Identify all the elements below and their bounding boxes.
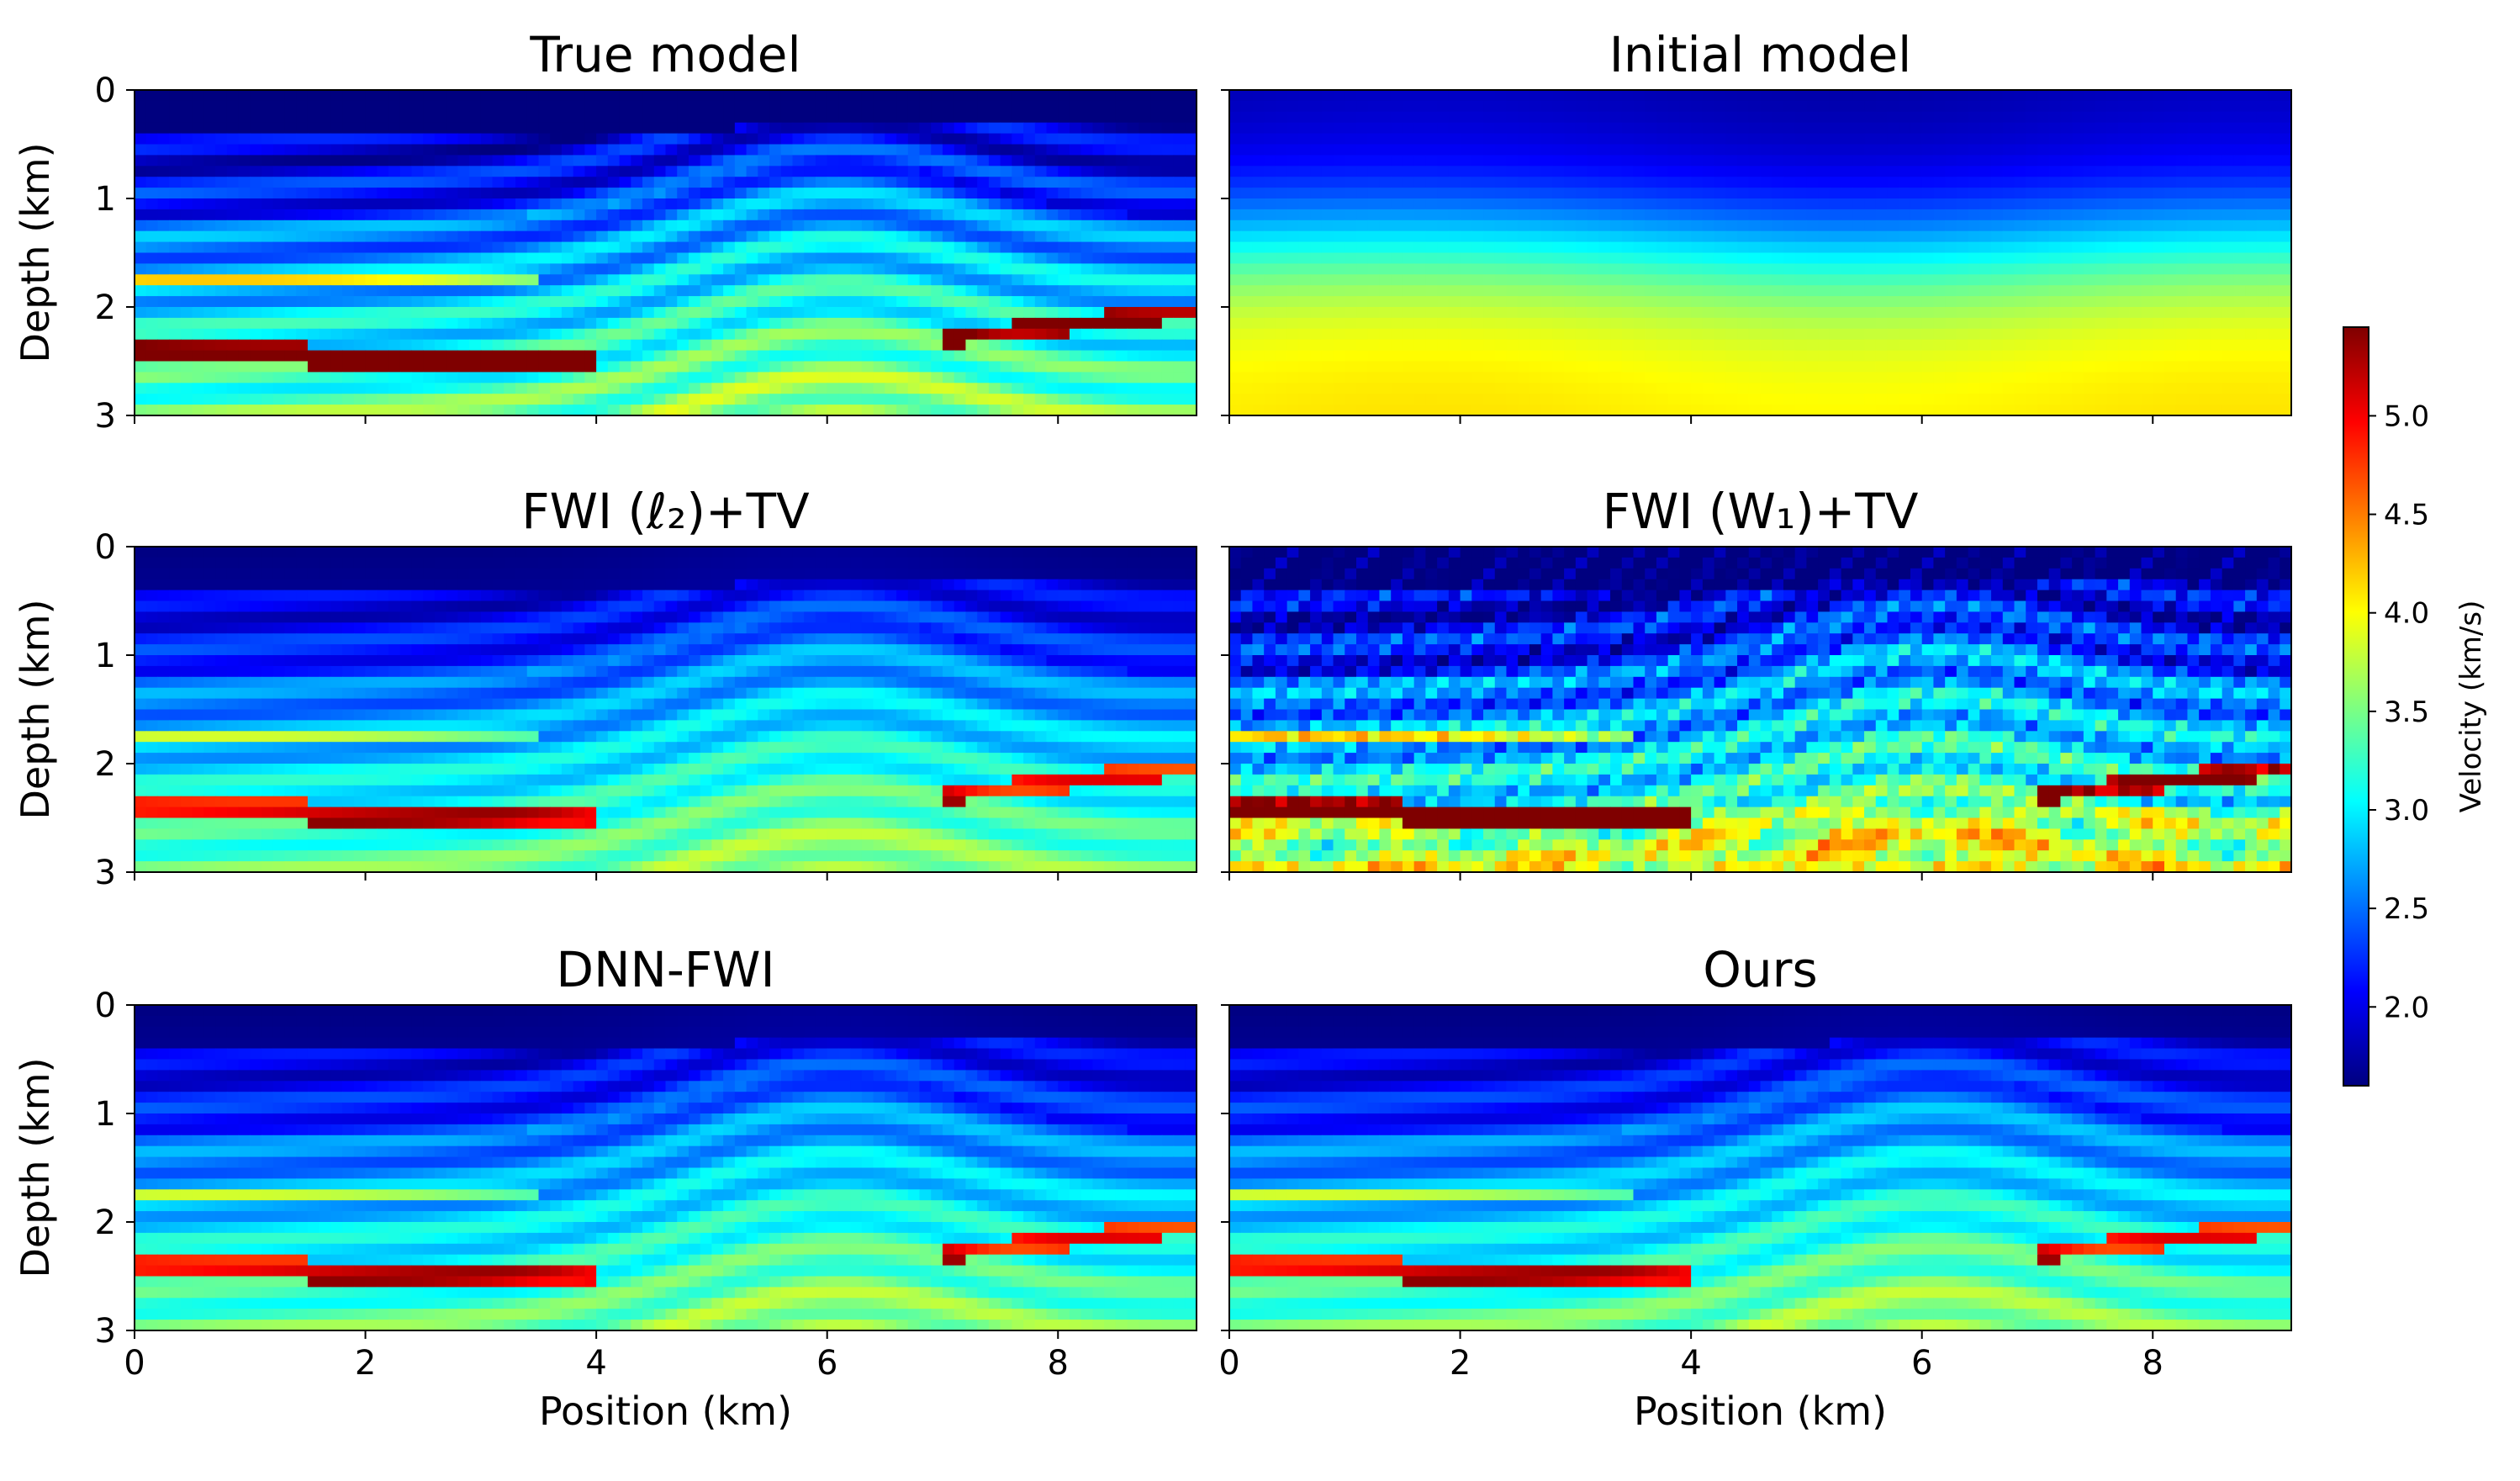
colorbar-tick-label: 4.5 bbox=[2384, 499, 2429, 532]
x-tick-label: 0 bbox=[1218, 1344, 1239, 1383]
heatmap-image-3 bbox=[135, 547, 1197, 873]
x-tick-label: 8 bbox=[2142, 1344, 2163, 1383]
colorbar-tick-label: 4.0 bbox=[2384, 597, 2429, 631]
heatmap-image-4 bbox=[1229, 547, 2292, 873]
y-tick-label: 2 bbox=[95, 288, 116, 327]
heatmap-image-6 bbox=[1229, 1005, 2292, 1331]
x-tick-label: 0 bbox=[124, 1344, 145, 1383]
y-axis-label: Depth (km) bbox=[13, 1057, 58, 1277]
panel-3: FWI (ℓ₂)+TV 0 1 2 3 Depth (km) bbox=[13, 483, 1197, 892]
colorbar: 2.0 2.5 3.0 3.5 4.0 4.5 5.0 Velocity (km/s) bbox=[2343, 327, 2488, 1086]
panel-5: DNN-FWI 0 2 4 6 8 0 1 2 3 Depth (km) Position (km) bbox=[13, 941, 1197, 1434]
y-tick-label: 3 bbox=[95, 1312, 116, 1351]
y-tick-label: 2 bbox=[95, 1203, 116, 1242]
panel-title: DNN-FWI bbox=[556, 941, 774, 998]
x-axis-label: Position (km) bbox=[1634, 1388, 1887, 1434]
heatmap-image-2 bbox=[1229, 90, 2292, 416]
colorbar-tick-label: 3.0 bbox=[2384, 794, 2429, 828]
colorbar-tick-label: 5.0 bbox=[2384, 399, 2429, 433]
x-tick-label: 2 bbox=[1450, 1344, 1471, 1383]
x-tick-label: 2 bbox=[355, 1344, 376, 1383]
panel-6: Ours 0 2 4 6 8 Position (km) bbox=[1218, 941, 2291, 1434]
x-axis-label: Position (km) bbox=[539, 1388, 792, 1434]
panel-title: FWI (W₁)+TV bbox=[1603, 483, 1919, 540]
panel-2: Initial model bbox=[1221, 26, 2292, 424]
y-tick-label: 0 bbox=[95, 528, 116, 567]
panel-title: Ours bbox=[1703, 941, 1817, 998]
colorbar-tick-label: 2.0 bbox=[2384, 991, 2429, 1024]
y-tick-label: 0 bbox=[95, 71, 116, 110]
x-tick-label: 4 bbox=[1680, 1344, 1701, 1383]
y-tick-label: 2 bbox=[95, 745, 116, 784]
x-tick-label: 6 bbox=[816, 1344, 837, 1383]
panel-title: Initial model bbox=[1609, 26, 1912, 83]
x-tick-label: 4 bbox=[585, 1344, 606, 1383]
colorbar-tick-label: 3.5 bbox=[2384, 696, 2429, 729]
y-tick-label: 3 bbox=[95, 854, 116, 892]
y-tick-label: 1 bbox=[95, 1095, 116, 1134]
panel-title: True model bbox=[529, 26, 800, 83]
y-tick-label: 0 bbox=[95, 986, 116, 1025]
panel-title: FWI (ℓ₂)+TV bbox=[521, 483, 810, 540]
panel-4: FWI (W₁)+TV bbox=[1221, 483, 2292, 881]
heatmap-image-1 bbox=[135, 90, 1197, 416]
colorbar-tick-label: 2.5 bbox=[2384, 892, 2429, 926]
y-axis-label: Depth (km) bbox=[13, 142, 58, 362]
x-tick-label: 8 bbox=[1048, 1344, 1069, 1383]
heatmap-image-5 bbox=[135, 1005, 1197, 1331]
panel-1: True model 0 1 2 3 Depth (km) bbox=[13, 26, 1197, 436]
colorbar-gradient bbox=[2343, 327, 2369, 1086]
y-tick-label: 3 bbox=[95, 397, 116, 436]
y-tick-label: 1 bbox=[95, 637, 116, 675]
y-axis-label: Depth (km) bbox=[13, 599, 58, 819]
x-tick-label: 6 bbox=[1911, 1344, 1932, 1383]
y-tick-label: 1 bbox=[95, 180, 116, 219]
colorbar-label: Velocity (km/s) bbox=[2454, 600, 2488, 813]
